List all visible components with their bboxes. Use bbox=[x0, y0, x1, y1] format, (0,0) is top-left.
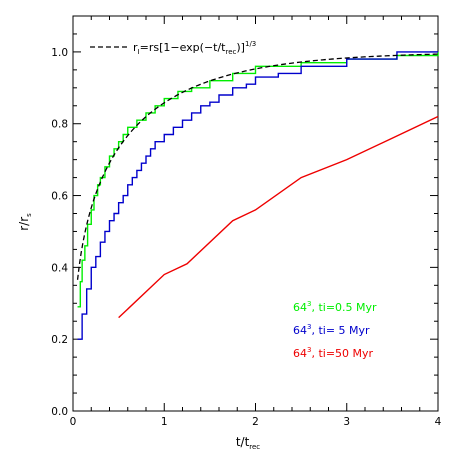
legend-analytic: rI=rs[1−exp(−t/trec)]1/3 bbox=[90, 40, 256, 56]
x-axis-title: t/trec bbox=[236, 435, 260, 451]
legend-label-ti-5: 643, ti= 5 Myr bbox=[293, 323, 370, 337]
series-line-analytic bbox=[76, 53, 439, 280]
y-tick-label: 1.0 bbox=[51, 47, 68, 59]
y-tick-label: 0.8 bbox=[51, 119, 68, 131]
legend-label-ti-0.5: 643, ti=0.5 Myr bbox=[293, 300, 377, 314]
series-line-0 bbox=[77, 51, 439, 308]
x-tick-label: 4 bbox=[435, 416, 442, 428]
axis-ticks: 0 1 2 3 4 0.0 0.2 0.4 0.6 0.8 1.0 bbox=[51, 16, 442, 428]
plot-frame bbox=[72, 15, 439, 412]
y-axis-title: r/rs bbox=[17, 213, 33, 231]
y-tick-label: 0.6 bbox=[51, 191, 68, 203]
x-tick-label: 1 bbox=[161, 416, 168, 428]
legend-analytic-label: rI=rs[1−exp(−t/trec)]1/3 bbox=[133, 40, 256, 56]
series-line-1 bbox=[77, 51, 438, 340]
y-tick-label: 0.0 bbox=[51, 406, 68, 418]
series-line-2 bbox=[118, 115, 439, 319]
series-layer bbox=[76, 51, 439, 340]
legend-series: 643, ti=0.5 Myr 643, ti= 5 Myr 643, ti=5… bbox=[293, 300, 377, 360]
legend-label-ti-50: 643, ti=50 Myr bbox=[293, 346, 374, 360]
x-tick-label: 2 bbox=[252, 416, 259, 428]
x-tick-label: 0 bbox=[70, 416, 77, 428]
y-tick-label: 0.2 bbox=[51, 334, 68, 346]
x-tick-label: 3 bbox=[343, 416, 350, 428]
y-tick-label: 0.4 bbox=[51, 262, 68, 274]
